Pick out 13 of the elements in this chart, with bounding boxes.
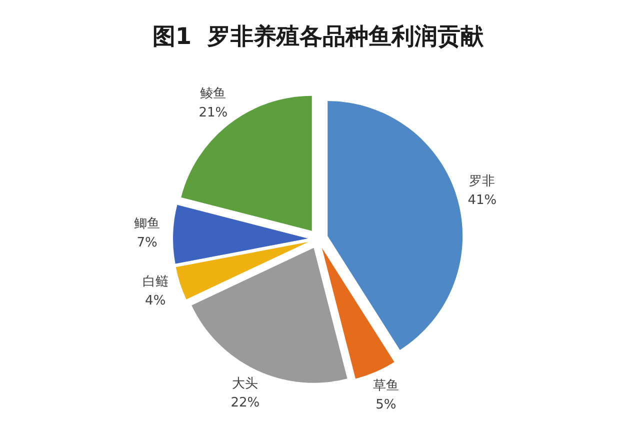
data-label: 5% [376,398,396,413]
slice-label: 鲫鱼 [134,216,160,232]
slice-label: 白鲢 [142,274,168,290]
chart-title: 图1 罗非养殖各品种鱼利润贡献 [152,22,484,50]
data-label: 21% [198,106,228,121]
data-label: 41% [468,192,497,208]
slice-label: 大头 [232,376,258,392]
slice-label: 罗非 [469,174,496,189]
data-label: 4% [145,294,166,309]
slice-label: 草鱼 [372,378,399,394]
data-label: 7% [136,235,158,250]
slice-label: 鲮鱼 [200,86,226,102]
data-label: 22% [230,395,260,410]
